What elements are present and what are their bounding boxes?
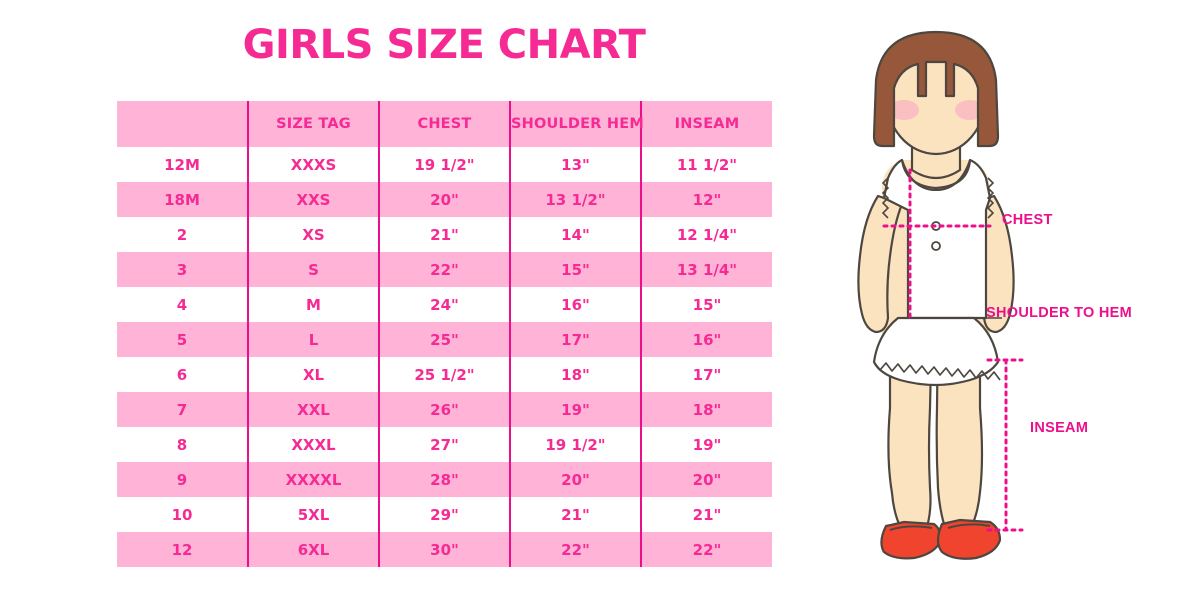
- table-row: 9 XXXXL 28" 20" 20": [117, 462, 772, 497]
- cell-inseam: 22": [641, 532, 772, 567]
- cell-shoulder-hem: 13 1/2": [510, 182, 642, 217]
- cell-size: 4: [117, 287, 249, 322]
- table-row: 3 S 22" 15" 13 1/4": [117, 252, 772, 287]
- cell-shoulder-hem: 19": [510, 392, 642, 427]
- cell-shoulder-hem: 19 1/2": [510, 427, 642, 462]
- table-row: 12 6XL 30" 22" 22": [117, 532, 772, 567]
- cell-chest: 21": [379, 217, 511, 252]
- cell-inseam: 11 1/2": [641, 147, 772, 182]
- table-row: 5 L 25" 17" 16": [117, 322, 772, 357]
- table-row: 8 XXXL 27" 19 1/2" 19": [117, 427, 772, 462]
- cell-chest: 28": [379, 462, 511, 497]
- cell-chest: 27": [379, 427, 511, 462]
- cell-inseam: 20": [641, 462, 772, 497]
- cell-shoulder-hem: 14": [510, 217, 642, 252]
- figure-garment: [872, 158, 1001, 387]
- cell-size-tag: XL: [248, 357, 380, 392]
- cell-size: 8: [117, 427, 249, 462]
- measurement-label-inseam: INSEAM: [1030, 420, 1088, 436]
- size-chart-table: SIZE TAG CHEST SHOULDER HEM INSEAM 12M XX…: [117, 101, 772, 567]
- measurement-label-chest: CHEST: [1002, 212, 1053, 228]
- page-title: GIRLS SIZE CHART: [242, 22, 646, 68]
- cell-size: 10: [117, 497, 249, 532]
- column-header-size-tag: SIZE TAG: [248, 101, 380, 147]
- figure-shoes: [880, 518, 1002, 560]
- cell-inseam: 16": [641, 322, 772, 357]
- cell-shoulder-hem: 21": [510, 497, 642, 532]
- cell-size-tag: XXXS: [248, 147, 380, 182]
- cell-chest: 25": [379, 322, 511, 357]
- cell-chest: 25 1/2": [379, 357, 511, 392]
- cell-inseam: 13 1/4": [641, 252, 772, 287]
- table-row: 10 5XL 29" 21" 21": [117, 497, 772, 532]
- cell-shoulder-hem: 20": [510, 462, 642, 497]
- cell-size: 18M: [117, 182, 249, 217]
- button-bottom: [931, 241, 941, 251]
- cell-inseam: 12": [641, 182, 772, 217]
- table-header-row: SIZE TAG CHEST SHOULDER HEM INSEAM: [117, 101, 772, 147]
- cell-inseam: 15": [641, 287, 772, 322]
- cell-shoulder-hem: 22": [510, 532, 642, 567]
- cell-size-tag: XS: [248, 217, 380, 252]
- cell-chest: 19 1/2": [379, 147, 511, 182]
- cell-inseam: 18": [641, 392, 772, 427]
- table-row: 7 XXL 26" 19" 18": [117, 392, 772, 427]
- cell-size-tag: XXXL: [248, 427, 380, 462]
- cell-shoulder-hem: 15": [510, 252, 642, 287]
- cell-shoulder-hem: 16": [510, 287, 642, 322]
- cell-size: 6: [117, 357, 249, 392]
- column-header-inseam: INSEAM: [641, 101, 772, 147]
- cell-size-tag: XXS: [248, 182, 380, 217]
- cell-chest: 20": [379, 182, 511, 217]
- cell-size-tag: XXL: [248, 392, 380, 427]
- blush-left: [889, 100, 919, 120]
- cell-size: 9: [117, 462, 249, 497]
- cell-chest: 22": [379, 252, 511, 287]
- cell-inseam: 12 1/4": [641, 217, 772, 252]
- table-row: 4 M 24" 16" 15": [117, 287, 772, 322]
- table-body: 12M XXXS 19 1/2" 13" 11 1/2" 18M XXS 20" 13 1/2"…: [117, 147, 772, 567]
- cell-shoulder-hem: 13": [510, 147, 642, 182]
- cell-inseam: 21": [641, 497, 772, 532]
- column-header-chest: CHEST: [379, 101, 511, 147]
- hair: [872, 30, 1000, 148]
- cell-shoulder-hem: 17": [510, 322, 642, 357]
- cell-size: 12M: [117, 147, 249, 182]
- cell-size-tag: 5XL: [248, 497, 380, 532]
- column-header-shoulder-hem: SHOULDER HEM: [510, 101, 644, 147]
- cell-size: 2: [117, 217, 249, 252]
- cell-shoulder-hem: 18": [510, 357, 642, 392]
- cell-chest: 29": [379, 497, 511, 532]
- cell-inseam: 19": [641, 427, 772, 462]
- cell-chest: 24": [379, 287, 511, 322]
- girl-figure-illustration: CHEST SHOULDER TO HEM INSEAM: [790, 18, 1200, 588]
- column-header-size: [117, 101, 249, 147]
- table-row: 18M XXS 20" 13 1/2" 12": [117, 182, 772, 217]
- measurement-label-shoulder-to-hem: SHOULDER TO HEM: [986, 305, 1132, 321]
- cell-size: 12: [117, 532, 249, 567]
- cell-size: 3: [117, 252, 249, 287]
- cell-size-tag: S: [248, 252, 380, 287]
- cell-chest: 30": [379, 532, 511, 567]
- cell-size-tag: L: [248, 322, 380, 357]
- table-row: 2 XS 21" 14" 12 1/4": [117, 217, 772, 252]
- cell-size: 7: [117, 392, 249, 427]
- cell-chest: 26": [379, 392, 511, 427]
- cell-size: 5: [117, 322, 249, 357]
- cell-size-tag: XXXXL: [248, 462, 380, 497]
- cell-size-tag: 6XL: [248, 532, 380, 567]
- table-row: 12M XXXS 19 1/2" 13" 11 1/2": [117, 147, 772, 182]
- size-table-container: SIZE TAG CHEST SHOULDER HEM INSEAM 12M XX…: [117, 101, 772, 567]
- cell-inseam: 17": [641, 357, 772, 392]
- measurement-guides: CHEST SHOULDER TO HEM INSEAM: [882, 168, 1132, 532]
- table-row: 6 XL 25 1/2" 18" 17": [117, 357, 772, 392]
- cell-size-tag: M: [248, 287, 380, 322]
